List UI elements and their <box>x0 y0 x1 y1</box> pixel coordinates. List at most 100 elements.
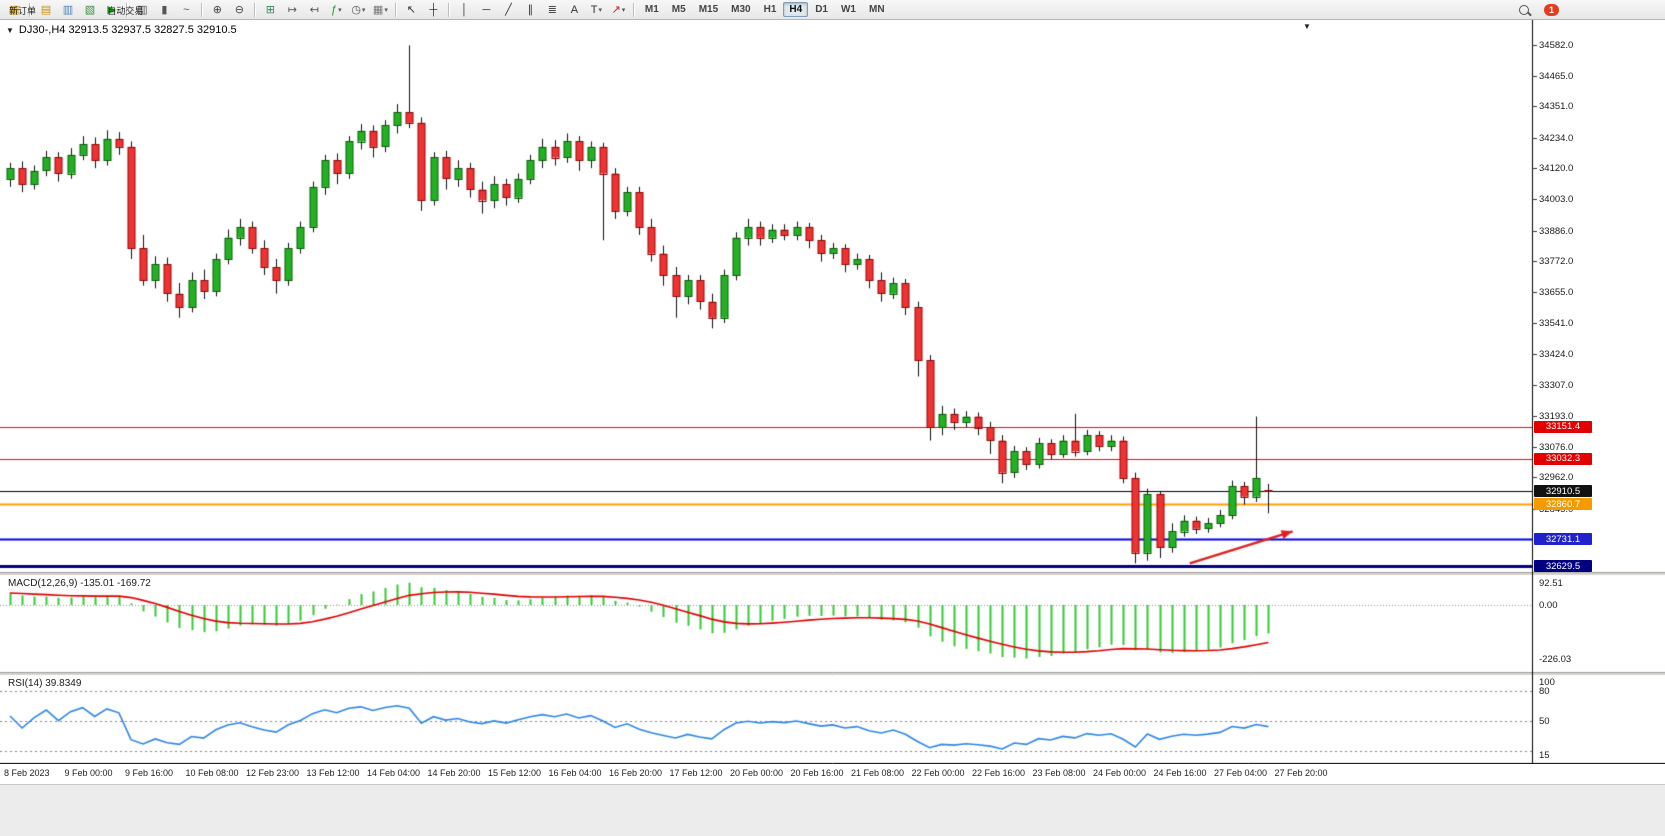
zoom-in-icon[interactable]: ⊕ <box>212 4 222 16</box>
symbol-ohlc-text: DJ30-,H4 32913.5 32937.5 32827.5 32910.5 <box>18 24 237 36</box>
time-label: 14 Feb 20:00 <box>427 768 481 778</box>
time-label: 21 Feb 08:00 <box>851 768 905 778</box>
time-label: 22 Feb 00:00 <box>911 768 965 778</box>
auto-trading-button-label: 自动交易 <box>107 6 144 16</box>
vertical-line-icon[interactable]: │ <box>460 3 468 16</box>
arrows-tool-icon[interactable]: ↗ ▾ <box>611 4 626 16</box>
time-label: 23 Feb 08:00 <box>1032 768 1086 778</box>
new-order-icon: ▦ <box>9 4 20 16</box>
price-tick: 32962.0 <box>1539 472 1574 484</box>
price-level-label: 32629.5 <box>1534 560 1592 573</box>
crosshair-icon[interactable]: ┼ <box>429 3 438 16</box>
dropdown-arrow-icon: ▾ <box>621 6 626 14</box>
timeframe-H1[interactable]: H1 <box>763 4 777 15</box>
chart-collapse-icon[interactable]: ▼ <box>6 25 14 35</box>
timeframe-M30[interactable]: M30 <box>731 4 751 15</box>
dropdown-arrow-icon: ▾ <box>361 6 366 14</box>
time-label: 16 Feb 20:00 <box>609 768 663 778</box>
rsi-scale-value: 100 <box>1539 677 1555 688</box>
notification-badge[interactable]: 1 <box>1543 3 1559 16</box>
toolbar-separator <box>29 2 32 17</box>
toolbar-separator <box>253 2 256 17</box>
toolbar-separator <box>200 2 203 17</box>
data-window-icon[interactable]: ▥ <box>62 4 74 16</box>
macd-scale-value: 92.51 <box>1539 578 1563 589</box>
price-level-label: 33032.3 <box>1534 452 1592 465</box>
rsi-scale-value: 15 <box>1539 750 1550 761</box>
horizontal-line-icon[interactable]: ─ <box>482 3 491 16</box>
price-tick: 34234.0 <box>1539 132 1574 144</box>
timeframe-H4[interactable]: H4 <box>783 2 809 17</box>
text-icon[interactable]: A <box>570 3 579 16</box>
new-order-button[interactable]: ▦ 新订单 <box>3 0 36 20</box>
auto-scroll-icon[interactable]: ↦ <box>287 4 297 16</box>
price-tick: 34120.0 <box>1539 163 1574 175</box>
time-label: 22 Feb 16:00 <box>972 768 1026 778</box>
macd-scale-value: -226.03 <box>1539 654 1572 665</box>
macd-scale-value: 0.00 <box>1539 600 1558 611</box>
time-label: 9 Feb 00:00 <box>64 768 113 778</box>
chart-shift-icon[interactable]: ↤ <box>309 4 319 16</box>
zoom-out-icon[interactable]: ⊖ <box>234 4 244 16</box>
auto-trading-button[interactable]: ▶ 自动交易 <box>101 0 143 20</box>
time-label: 24 Feb 16:00 <box>1153 768 1207 778</box>
timeframe-M1[interactable]: M1 <box>644 4 659 15</box>
toolbar-separator <box>632 2 635 17</box>
price-tick: 34465.0 <box>1539 71 1574 83</box>
time-axis: 8 Feb 2023 9 Feb 00:00 9 Feb 16:00 10 Feb 0… <box>0 764 1665 784</box>
bar-chart-mode-icon[interactable]: ▥ <box>137 4 148 16</box>
market-watch-icon[interactable]: ▤ <box>40 4 52 16</box>
timeframe-M15[interactable]: M15 <box>698 4 719 15</box>
tile-windows-icon[interactable]: ⊞ <box>265 4 275 16</box>
toolbar-overflow-icon[interactable]: ▼ <box>1303 22 1311 31</box>
price-tick: 33193.0 <box>1539 410 1574 422</box>
fibonacci-icon[interactable]: ≣ <box>547 4 557 16</box>
price-level-label: 32860.7 <box>1534 498 1592 511</box>
candlestick-mode-icon[interactable]: ▮ <box>161 4 168 16</box>
time-label: 17 Feb 12:00 <box>669 768 723 778</box>
new-order-button-label: 新订单 <box>9 6 37 16</box>
time-label: 12 Feb 23:00 <box>246 768 300 778</box>
timeframe-M5[interactable]: M5 <box>671 4 686 15</box>
periods-icon[interactable]: ◷ ▾ <box>351 4 366 16</box>
line-chart-mode-icon[interactable]: ~ <box>183 3 190 16</box>
timeframe-D1[interactable]: D1 <box>815 4 828 15</box>
price-level-label: 32910.5 <box>1534 485 1592 498</box>
toolbar-separator <box>394 2 397 17</box>
timeframe-MN[interactable]: MN <box>868 4 885 15</box>
cursor-icon[interactable]: ↖ <box>406 4 416 16</box>
toolbar-separator <box>125 2 128 17</box>
time-label: 20 Feb 00:00 <box>730 768 784 778</box>
dropdown-arrow-icon: ▾ <box>338 6 342 14</box>
price-tick: 34351.0 <box>1539 101 1574 113</box>
equidistant-channel-icon[interactable]: ∥ <box>527 4 534 16</box>
price-tick: 34582.0 <box>1539 39 1574 51</box>
time-label: 14 Feb 04:00 <box>367 768 421 778</box>
toolbar-separator <box>447 2 450 17</box>
window-background <box>0 784 1665 836</box>
price-tick: 33886.0 <box>1539 225 1574 237</box>
macd-label: MACD(12,26,9) -135.01 -169.72 <box>8 578 151 589</box>
trendline-icon[interactable]: ╱ <box>505 4 512 16</box>
time-label: 24 Feb 00:00 <box>1093 768 1147 778</box>
time-label: 15 Feb 12:00 <box>488 768 542 778</box>
templates-icon[interactable]: ▦ ▾ <box>372 4 388 16</box>
price-tick: 33076.0 <box>1539 441 1574 453</box>
search-icon[interactable] <box>1514 1 1535 19</box>
time-label: 27 Feb 20:00 <box>1274 768 1328 778</box>
indicators-icon[interactable]: ƒ ▾ <box>331 3 342 16</box>
price-tick: 33772.0 <box>1539 256 1574 268</box>
time-label: 10 Feb 08:00 <box>185 768 239 778</box>
time-label: 27 Feb 04:00 <box>1214 768 1268 778</box>
chart-title-bar: ▼ DJ30-,H4 32913.5 32937.5 32827.5 32910… <box>6 24 237 36</box>
chart-canvas[interactable] <box>0 20 1665 764</box>
rsi-scale-value: 50 <box>1539 716 1550 727</box>
text-label-icon[interactable]: T ▾ <box>590 3 602 16</box>
dropdown-arrow-icon: ▾ <box>384 6 388 14</box>
time-label: 13 Feb 12:00 <box>306 768 360 778</box>
navigator-icon[interactable]: ▧ <box>84 4 96 16</box>
timeframe-W1[interactable]: W1 <box>840 4 856 15</box>
auto-trading-icon: ▶ <box>107 4 116 16</box>
time-label: 20 Feb 16:00 <box>790 768 844 778</box>
